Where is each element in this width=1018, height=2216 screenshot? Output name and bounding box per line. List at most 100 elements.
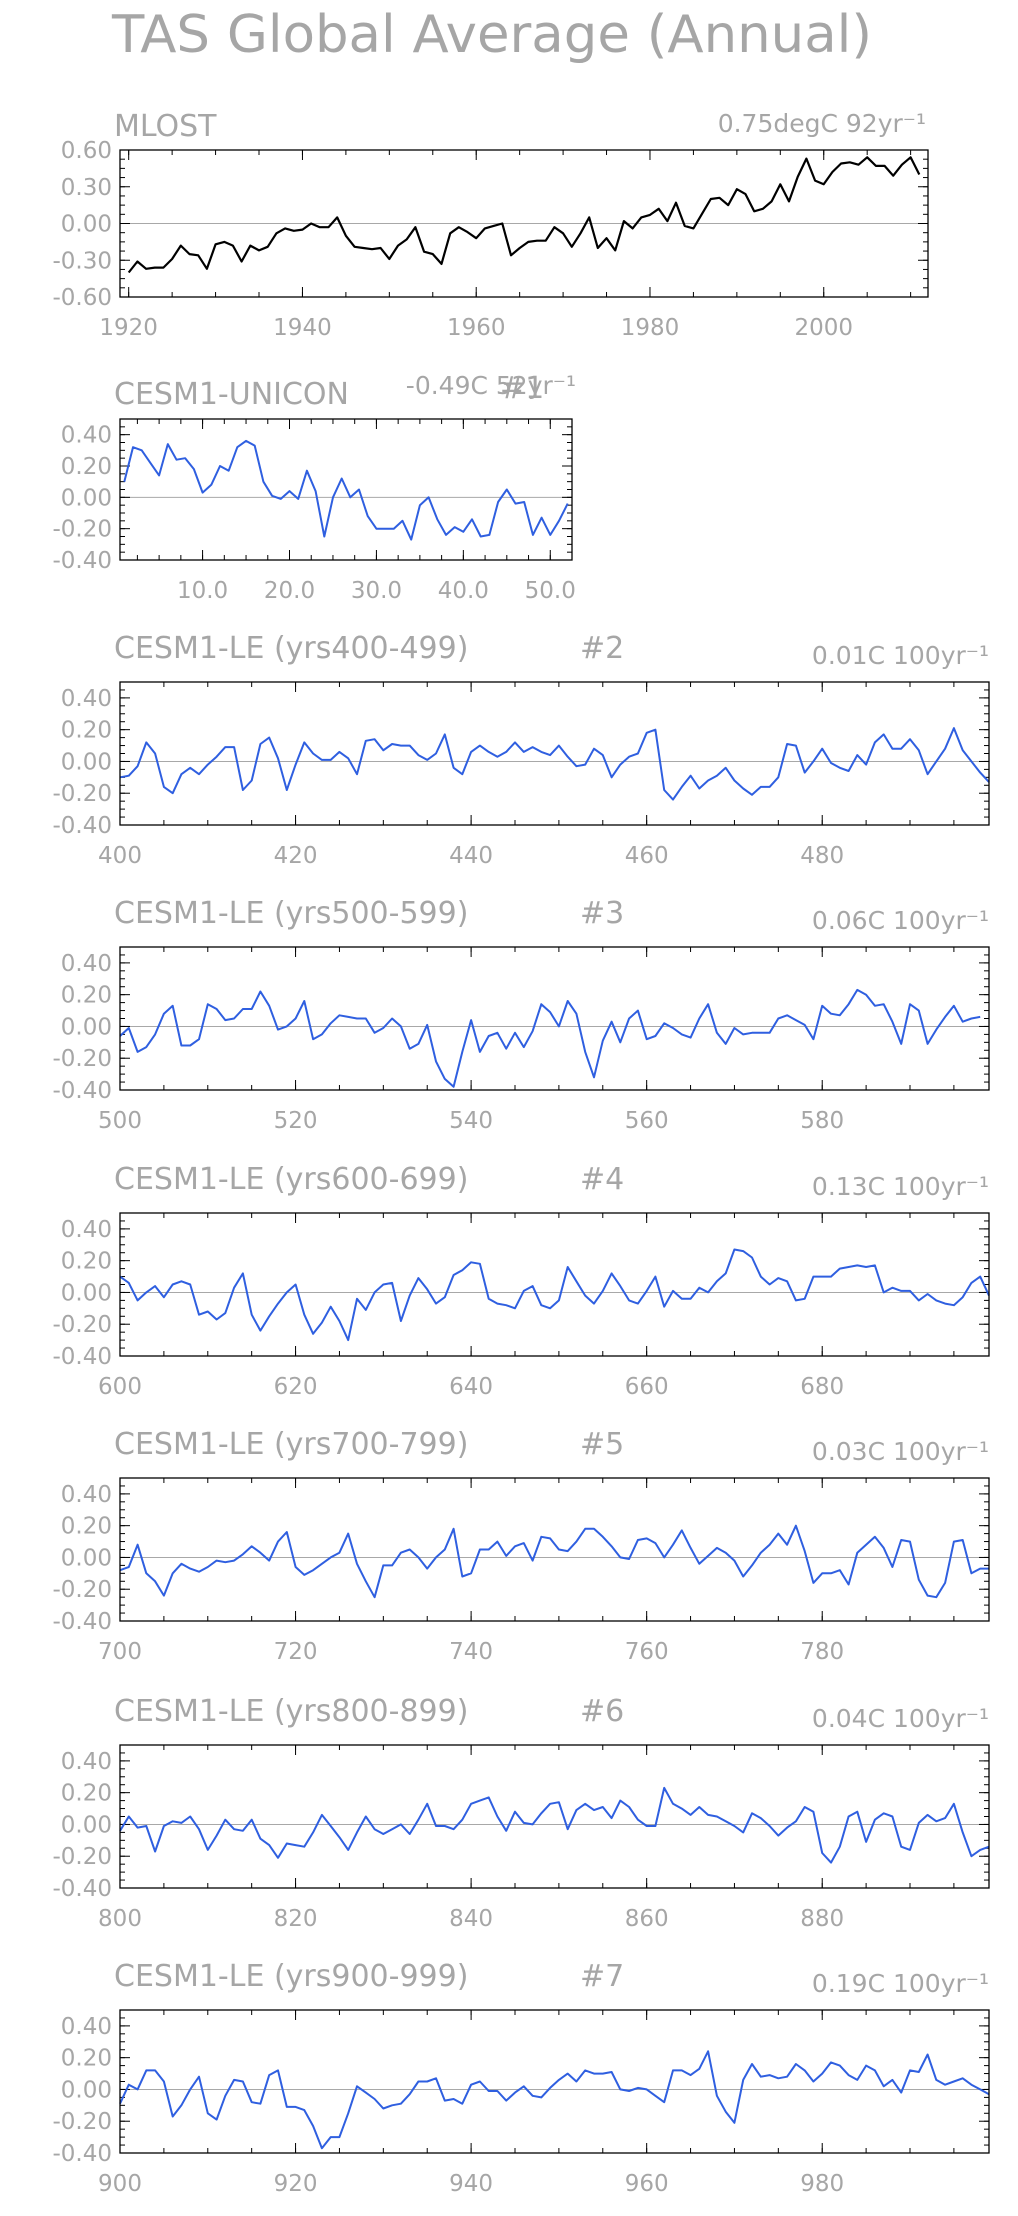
y-tick-label: -0.20 — [52, 2109, 112, 2135]
x-tick-label: 520 — [274, 1108, 318, 1134]
x-tick-label: 440 — [449, 843, 493, 869]
y-tick-label: -0.20 — [52, 1577, 112, 1603]
x-tick-label: 720 — [274, 1639, 318, 1665]
x-tick-label: 30.0 — [351, 578, 402, 604]
figure-title: TAS Global Average (Annual) — [111, 5, 872, 65]
y-tick-label: 0.00 — [61, 485, 112, 511]
panel-title: CESM1-LE (yrs900-999) — [114, 1959, 468, 1994]
y-tick-label: 0.20 — [61, 1781, 112, 1807]
y-tick-label: -0.20 — [52, 781, 112, 807]
x-tick-label: 460 — [625, 843, 669, 869]
x-tick-label: 1940 — [273, 315, 332, 341]
panel-number: #6 — [580, 1694, 624, 1729]
y-tick-label: 0.00 — [61, 1812, 112, 1838]
y-tick-label: 0.00 — [61, 212, 112, 238]
x-tick-label: 640 — [449, 1374, 493, 1400]
trend-label: 0.04C 100yr⁻¹ — [812, 1704, 989, 1733]
panel-title: CESM1-LE (yrs800-899) — [114, 1694, 468, 1729]
series-line — [127, 156, 921, 274]
y-tick-label: -0.40 — [52, 813, 112, 839]
x-tick-label: 820 — [274, 1906, 318, 1932]
x-tick-label: 620 — [274, 1374, 318, 1400]
panel-number: #1 — [500, 371, 544, 406]
panel-number: #7 — [580, 1959, 624, 1994]
x-tick-label: 860 — [625, 1906, 669, 1932]
series-line — [119, 727, 990, 801]
y-tick-label: 0.40 — [61, 1217, 112, 1243]
trend-label: 0.13C 100yr⁻¹ — [812, 1172, 989, 1201]
x-tick-label: 580 — [800, 1108, 844, 1134]
y-tick-label: 0.00 — [61, 749, 112, 775]
y-tick-label: -0.20 — [52, 1844, 112, 1870]
y-tick-label: -0.40 — [52, 1078, 112, 1104]
panel-number: #2 — [580, 631, 624, 666]
y-tick-label: 0.40 — [61, 423, 112, 449]
x-tick-label: 900 — [98, 2171, 142, 2197]
plot-frame — [119, 1477, 990, 1622]
x-tick-label: 980 — [800, 2171, 844, 2197]
panel-7: CESM1-LE (yrs800-899) #6 0.04C 100yr⁻¹ -0.4… — [52, 1694, 990, 1932]
x-tick-label: 1980 — [621, 315, 680, 341]
x-tick-label: 760 — [625, 1639, 669, 1665]
x-tick-label: 20.0 — [264, 578, 315, 604]
x-tick-label: 740 — [449, 1639, 493, 1665]
y-tick-label: -0.20 — [52, 517, 112, 543]
y-tick-label: 0.40 — [61, 1482, 112, 1508]
y-tick-label: 0.30 — [61, 175, 112, 201]
panel-3: CESM1-LE (yrs400-499) #2 0.01C 100yr⁻¹ -0.4… — [52, 631, 990, 869]
plot-frame — [119, 946, 990, 1091]
series-line — [119, 1248, 990, 1342]
y-tick-label: -0.20 — [52, 1046, 112, 1072]
x-tick-label: 540 — [449, 1108, 493, 1134]
y-tick-label: 0.20 — [61, 1514, 112, 1540]
x-tick-label: 10.0 — [177, 578, 228, 604]
x-tick-label: 50.0 — [525, 578, 576, 604]
plot-frame — [119, 2009, 990, 2154]
panel-title: MLOST — [114, 109, 217, 144]
y-tick-label: 0.00 — [61, 2077, 112, 2103]
x-tick-label: 800 — [98, 1906, 142, 1932]
y-tick-label: 0.00 — [61, 1545, 112, 1571]
panel-number: #3 — [580, 896, 624, 931]
y-tick-label: -0.30 — [52, 248, 112, 274]
y-tick-label: 0.40 — [61, 2014, 112, 2040]
x-tick-label: 40.0 — [438, 578, 489, 604]
y-tick-label: 0.20 — [61, 1249, 112, 1275]
y-tick-label: 0.40 — [61, 951, 112, 977]
y-tick-label: 0.60 — [61, 138, 112, 164]
panel-title: CESM1-LE (yrs500-599) — [114, 896, 468, 931]
series-line — [119, 2050, 990, 2150]
y-tick-label: -0.40 — [52, 1609, 112, 1635]
y-tick-label: -0.20 — [52, 1312, 112, 1338]
y-tick-label: 0.40 — [61, 686, 112, 712]
trend-label: 0.01C 100yr⁻¹ — [812, 641, 989, 670]
x-tick-label: 960 — [625, 2171, 669, 2197]
panel-2: CESM1-UNICON #1-0.49C 52yr⁻¹ -0.40 -0.20 0.0… — [52, 371, 576, 604]
panel-title: CESM1-UNICON — [114, 377, 349, 412]
x-tick-label: 920 — [274, 2171, 318, 2197]
plot-frame — [119, 1212, 990, 1357]
plot-frame — [119, 149, 929, 298]
x-tick-label: 700 — [98, 1639, 142, 1665]
x-tick-label: 400 — [98, 843, 142, 869]
panel-title: CESM1-LE (yrs700-799) — [114, 1427, 468, 1462]
panel-title: CESM1-LE (yrs600-699) — [114, 1162, 468, 1197]
x-tick-label: 500 — [98, 1108, 142, 1134]
series-line — [119, 988, 981, 1088]
x-tick-label: 660 — [625, 1374, 669, 1400]
panel-8: CESM1-LE (yrs900-999) #7 0.19C 100yr⁻¹ -0.4… — [52, 1959, 990, 2197]
trend-label: 0.03C 100yr⁻¹ — [812, 1437, 989, 1466]
series-line — [123, 439, 569, 541]
trend-label: 0.06C 100yr⁻¹ — [812, 906, 989, 935]
x-tick-label: 1920 — [99, 315, 158, 341]
panel-4: CESM1-LE (yrs500-599) #3 0.06C 100yr⁻¹ -0.4… — [52, 896, 990, 1134]
series-line — [119, 1524, 989, 1599]
y-tick-label: -0.40 — [52, 548, 112, 574]
x-tick-label: 940 — [449, 2171, 493, 2197]
panels-group: MLOST 0.75degC 92yr⁻¹ -0.60 -0.30 0.00 0.30 0.… — [52, 109, 990, 2197]
plot-frame — [119, 681, 990, 826]
trend-label: -0.49C 52yr⁻¹ — [406, 371, 576, 400]
x-tick-label: 1960 — [447, 315, 506, 341]
panel-number: #4 — [580, 1162, 624, 1197]
